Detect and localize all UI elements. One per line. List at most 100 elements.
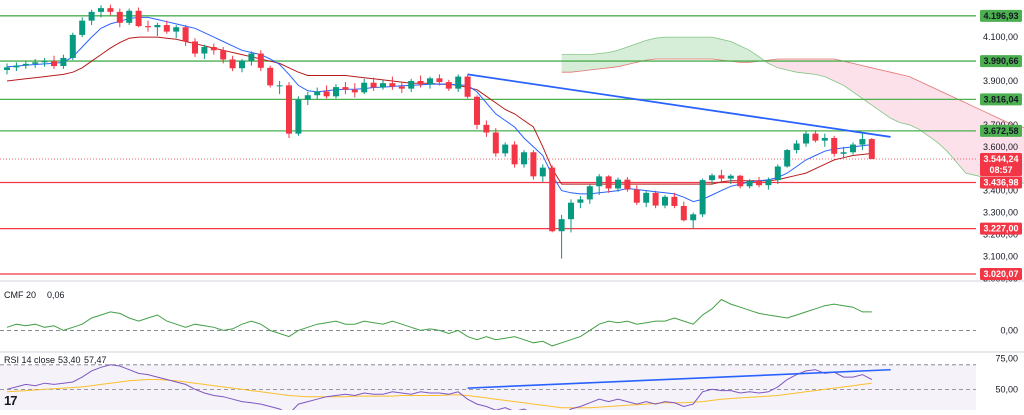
- bullish-candle[interactable]: [840, 152, 847, 154]
- bullish-candle[interactable]: [98, 8, 104, 12]
- bearish-candle[interactable]: [398, 86, 405, 89]
- bearish-candle[interactable]: [492, 132, 499, 154]
- bearish-candle[interactable]: [652, 192, 659, 206]
- bullish-candle[interactable]: [22, 63, 29, 66]
- bullish-candle[interactable]: [821, 138, 828, 141]
- price-level-tag[interactable]: [980, 267, 1022, 280]
- bullish-candle[interactable]: [427, 78, 433, 85]
- bullish-candle[interactable]: [577, 199, 584, 203]
- bearish-candle[interactable]: [464, 76, 471, 97]
- bullish-candle[interactable]: [803, 133, 809, 144]
- bullish-candle[interactable]: [615, 179, 621, 189]
- bearish-candle[interactable]: [323, 91, 330, 97]
- bullish-candle[interactable]: [295, 99, 302, 134]
- bullish-candle[interactable]: [32, 62, 39, 64]
- bullish-candle[interactable]: [154, 25, 161, 28]
- bearish-candle[interactable]: [192, 41, 198, 54]
- bearish-candle[interactable]: [342, 87, 349, 90]
- bullish-candle[interactable]: [380, 83, 386, 88]
- bullish-candle[interactable]: [361, 82, 368, 93]
- bearish-candle[interactable]: [267, 67, 274, 86]
- bearish-candle[interactable]: [474, 96, 480, 125]
- bullish-candle[interactable]: [41, 61, 48, 63]
- bearish-candle[interactable]: [417, 80, 424, 85]
- bullish-candle[interactable]: [793, 143, 800, 151]
- bearish-candle[interactable]: [182, 27, 189, 42]
- bullish-candle[interactable]: [60, 57, 67, 67]
- bearish-candle[interactable]: [389, 83, 396, 87]
- rsi-divergence-trendline[interactable]: [467, 368, 891, 389]
- bullish-candle[interactable]: [201, 46, 208, 54]
- bullish-candle[interactable]: [239, 60, 245, 69]
- bullish-candle[interactable]: [248, 53, 255, 61]
- bullish-candle[interactable]: [859, 139, 866, 145]
- bearish-candle[interactable]: [286, 85, 292, 134]
- bullish-candle[interactable]: [304, 95, 311, 100]
- bearish-candle[interactable]: [671, 196, 678, 206]
- bullish-candle[interactable]: [699, 180, 706, 215]
- bearish-candle[interactable]: [812, 133, 819, 141]
- bullish-candle[interactable]: [276, 85, 283, 87]
- last-price-tag[interactable]: [980, 153, 1022, 177]
- price-level-tag[interactable]: [980, 222, 1022, 235]
- bullish-candle[interactable]: [13, 65, 20, 68]
- bullish-candle[interactable]: [850, 144, 856, 153]
- price-level-tag[interactable]: [980, 124, 1022, 137]
- bearish-candle[interactable]: [633, 189, 640, 203]
- bullish-candle[interactable]: [88, 11, 95, 21]
- bullish-candle[interactable]: [774, 166, 781, 181]
- bullish-candle[interactable]: [784, 150, 791, 167]
- bearish-candle[interactable]: [51, 61, 57, 67]
- bullish-candle[interactable]: [709, 175, 715, 181]
- bearish-candle[interactable]: [483, 124, 490, 133]
- bearish-candle[interactable]: [445, 82, 452, 89]
- bearish-candle[interactable]: [163, 25, 170, 32]
- bearish-candle[interactable]: [831, 138, 838, 154]
- bullish-candle[interactable]: [314, 91, 321, 96]
- price-axis[interactable]: 4.100,003.990,003.900,003.700,003.600,00…: [980, 9, 1022, 284]
- bullish-candle[interactable]: [333, 87, 339, 97]
- bullish-candle[interactable]: [79, 20, 86, 35]
- bearish-candle[interactable]: [549, 167, 556, 232]
- bearish-candle[interactable]: [605, 176, 612, 189]
- bearish-candle[interactable]: [210, 46, 217, 51]
- cmf-line[interactable]: [6, 298, 872, 347]
- bearish-candle[interactable]: [718, 175, 725, 179]
- bullish-candle[interactable]: [408, 80, 415, 89]
- bullish-candle[interactable]: [727, 175, 734, 179]
- bullish-candle[interactable]: [643, 192, 650, 203]
- bearish-candle[interactable]: [756, 180, 762, 186]
- price-pane[interactable]: [0, 4, 1024, 353]
- bullish-candle[interactable]: [539, 167, 546, 177]
- bullish-candle[interactable]: [662, 196, 668, 206]
- bullish-candle[interactable]: [521, 152, 527, 165]
- bearish-candle[interactable]: [511, 144, 518, 165]
- bullish-candle[interactable]: [690, 214, 697, 221]
- bullish-candle[interactable]: [126, 10, 133, 23]
- bullish-candle[interactable]: [4, 67, 10, 70]
- descending-trendline[interactable]: [467, 73, 891, 138]
- bearish-candle[interactable]: [624, 179, 631, 190]
- price-level-tag[interactable]: [980, 9, 1022, 22]
- bearish-candle[interactable]: [868, 139, 875, 160]
- bullish-candle[interactable]: [69, 34, 76, 58]
- bullish-candle[interactable]: [173, 27, 180, 32]
- bearish-candle[interactable]: [116, 11, 123, 23]
- bearish-candle[interactable]: [107, 8, 114, 12]
- price-level-tag[interactable]: [980, 93, 1022, 106]
- bullish-candle[interactable]: [765, 180, 772, 186]
- bearish-candle[interactable]: [737, 175, 744, 187]
- bullish-candle[interactable]: [596, 176, 603, 187]
- bearish-candle[interactable]: [370, 82, 377, 88]
- bullish-candle[interactable]: [455, 76, 462, 89]
- bearish-candle[interactable]: [257, 53, 264, 68]
- bearish-candle[interactable]: [351, 89, 358, 93]
- price-level-tag[interactable]: [980, 176, 1022, 189]
- bearish-candle[interactable]: [680, 206, 687, 221]
- cmf-pane[interactable]: CMF 20 0,06 0,00: [0, 290, 1018, 347]
- rsi-ma-line[interactable]: [6, 379, 872, 409]
- bearish-candle[interactable]: [436, 78, 443, 83]
- bullish-candle[interactable]: [746, 180, 753, 187]
